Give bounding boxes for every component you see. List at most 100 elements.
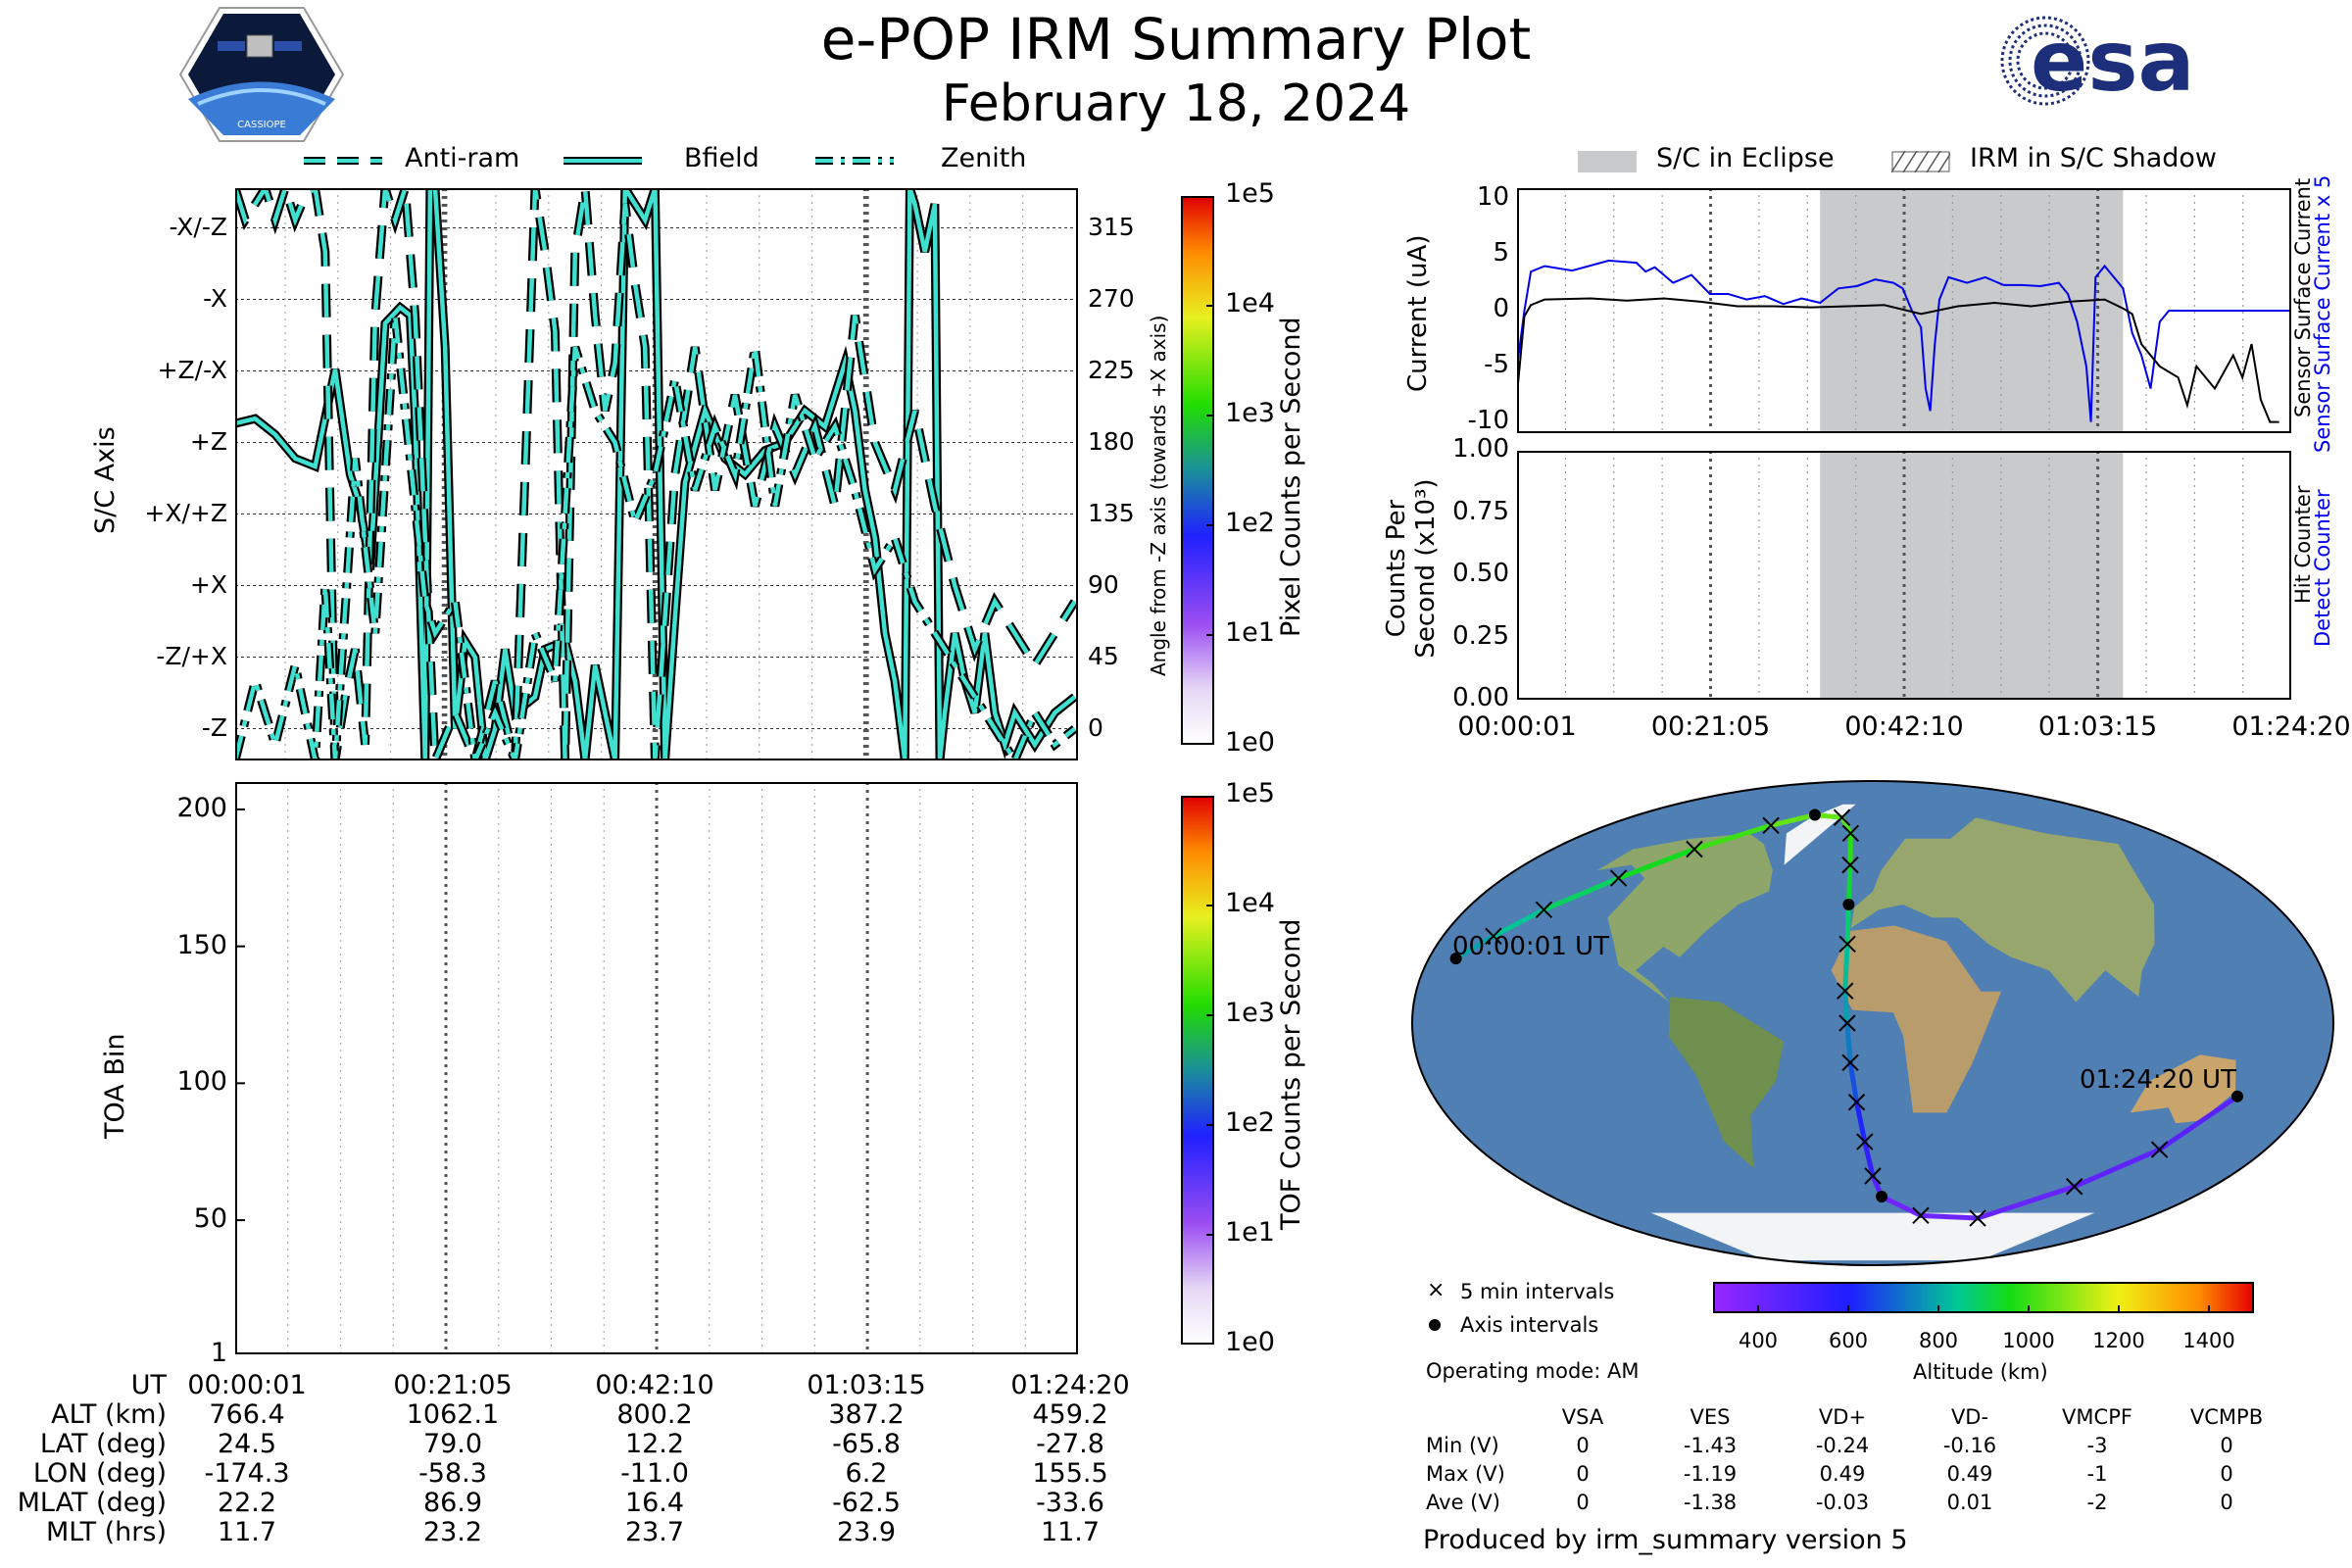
- table-cell: 6.2: [845, 1458, 888, 1489]
- ground-track-segment: [1842, 988, 1850, 1026]
- series-sensor-surface-current: [1517, 297, 2279, 423]
- ground-track-segment: [1844, 902, 1851, 947]
- voltage-cell: 0.49: [1946, 1462, 1993, 1486]
- table-cell: 16.4: [624, 1488, 685, 1518]
- five-min-marker: [1838, 935, 1856, 954]
- table-cell: 01:03:15: [807, 1370, 926, 1400]
- ground-track-segment: [1854, 1100, 1868, 1145]
- table-cell: 800.2: [616, 1399, 693, 1430]
- table-cell: 00:42:10: [595, 1370, 714, 1400]
- axis-tick-right: 225: [1088, 355, 1135, 384]
- ground-track-segment: [1842, 941, 1850, 994]
- time-tick-label: 00:21:05: [1650, 711, 1771, 742]
- toa-tick-label: 50: [193, 1203, 227, 1235]
- table-cell: 1062.1: [406, 1399, 500, 1430]
- axis-tick-left: +X: [189, 569, 227, 599]
- esa-logo-text: esa: [2031, 13, 2195, 108]
- operating-mode: Operating mode: AM: [1426, 1359, 1640, 1383]
- ground-track-map: [1411, 780, 2334, 1266]
- five-min-marker: [1485, 927, 1502, 945]
- voltage-cell: 0.01: [1946, 1491, 1993, 1514]
- axis-tick-right: 90: [1088, 569, 1119, 599]
- axis-panel-ylabel-right: Angle from -Z axis (towards +X axis): [1147, 315, 1170, 676]
- altitude-tick-label: 600: [1828, 1329, 1869, 1352]
- table-row-label: UT: [130, 1370, 167, 1400]
- tof-colorbar: [1181, 796, 1214, 1345]
- colorbar-tick-label: 1e3: [1225, 398, 1275, 428]
- axis-interval-marker: [1876, 1190, 1888, 1202]
- esa-logo: esa: [1991, 10, 2276, 111]
- counts-tick-label: 0.50: [1452, 559, 1509, 588]
- voltage-cell: -0.16: [1942, 1434, 1997, 1457]
- ground-track-segment: [1847, 1059, 1860, 1105]
- colorbar-tick-label: 1e5: [1225, 178, 1275, 209]
- series-bfield: [235, 188, 1078, 760]
- table-row-label: LAT (deg): [39, 1429, 167, 1459]
- colorbar-tick-label: 1e4: [1225, 288, 1275, 318]
- legend-eclipse: S/C in Eclipse: [1656, 143, 1835, 173]
- colorbar-tick-label: 1e0: [1225, 727, 1275, 758]
- colorbar-gradient: [1181, 196, 1214, 745]
- colorbar-tick-label: 1e4: [1225, 888, 1275, 918]
- axis-tick-left: -Z/+X: [156, 641, 227, 670]
- voltage-cell: 0: [2220, 1491, 2233, 1514]
- toa-tick-label: 1: [210, 1338, 227, 1368]
- table-cell: -62.5: [832, 1488, 901, 1518]
- axis-tick-left: -Z: [201, 712, 227, 742]
- table-cell: 00:21:05: [393, 1370, 513, 1400]
- ground-track-segment: [1975, 1184, 2078, 1221]
- voltage-cell: 0: [1576, 1491, 1590, 1514]
- ground-track-segment: [1768, 812, 1818, 828]
- five-min-marker: [1864, 1167, 1882, 1185]
- table-row-label: MLT (hrs): [45, 1517, 167, 1547]
- five-min-marker: [1912, 1206, 1930, 1225]
- counts-tick-label: 0.25: [1452, 620, 1509, 651]
- ground-track-segment: [1616, 846, 1697, 881]
- axis-interval-marker: [1842, 898, 1855, 910]
- axis-interval-dot-icon: [1429, 1319, 1441, 1331]
- eclipse-band: [1820, 188, 2124, 433]
- landmass-antarctica: [1650, 1212, 2095, 1261]
- landmass-australia: [2130, 1054, 2236, 1124]
- axis-interval-marker: [1808, 808, 1821, 821]
- table-cell: 11.7: [217, 1517, 277, 1547]
- time-tick-label: 01:24:20: [2231, 711, 2351, 742]
- voltage-cell: 0: [2220, 1434, 2233, 1457]
- table-row-label: MLAT (deg): [17, 1488, 167, 1518]
- axis-tick-right: 135: [1088, 498, 1135, 527]
- toa-tick-label: 100: [176, 1066, 227, 1098]
- legend-bfield: Bfield: [684, 143, 760, 173]
- voltage-cell: 0.49: [1819, 1462, 1866, 1486]
- eclipse-legend: S/C in Eclipse IRM in S/C Shadow: [1568, 143, 2254, 182]
- voltage-header: VMCPF: [2062, 1405, 2132, 1429]
- table-cell: -58.3: [418, 1458, 487, 1489]
- colorbar-tick-label: 1e5: [1225, 778, 1275, 808]
- current-tick-label: -5: [1484, 349, 1509, 379]
- table-cell: -27.8: [1036, 1429, 1104, 1459]
- toa-panel-ylabel: TOA Bin: [100, 1033, 130, 1139]
- voltage-cell: -1.38: [1683, 1491, 1738, 1514]
- series-line: [235, 315, 1077, 760]
- series-sensor-surface-current-x-5: [1517, 259, 2291, 422]
- series-anti-ram: [235, 188, 1078, 760]
- axis-tick-left: -X/-Z: [169, 212, 227, 241]
- table-cell: 11.7: [1040, 1517, 1101, 1547]
- five-min-marker: [1841, 1054, 1859, 1072]
- colorbar-tick-label: 1e2: [1225, 508, 1275, 538]
- table-cell: -65.8: [832, 1429, 901, 1459]
- five-min-marker: [1833, 808, 1851, 826]
- axis-tick-right: 180: [1088, 426, 1135, 456]
- ground-track-segment: [1845, 862, 1853, 907]
- legend-five-min: 5 min intervals: [1460, 1280, 1615, 1303]
- colorbar-tick-label: 1e1: [1225, 1217, 1275, 1248]
- colorbar-gradient: [1181, 796, 1214, 1345]
- voltage-cell: -0.03: [1815, 1491, 1870, 1514]
- series-line: [235, 188, 1077, 760]
- voltage-header: VD-: [1950, 1405, 1989, 1429]
- axis-interval-marker: [1449, 953, 1462, 965]
- five-min-marker: [1841, 856, 1859, 874]
- voltage-cell: -0.24: [1815, 1434, 1870, 1457]
- voltage-header: VES: [1690, 1405, 1731, 1429]
- colorbar-tick-label: 1e2: [1225, 1107, 1275, 1138]
- ground-track-segment: [1862, 1139, 1876, 1179]
